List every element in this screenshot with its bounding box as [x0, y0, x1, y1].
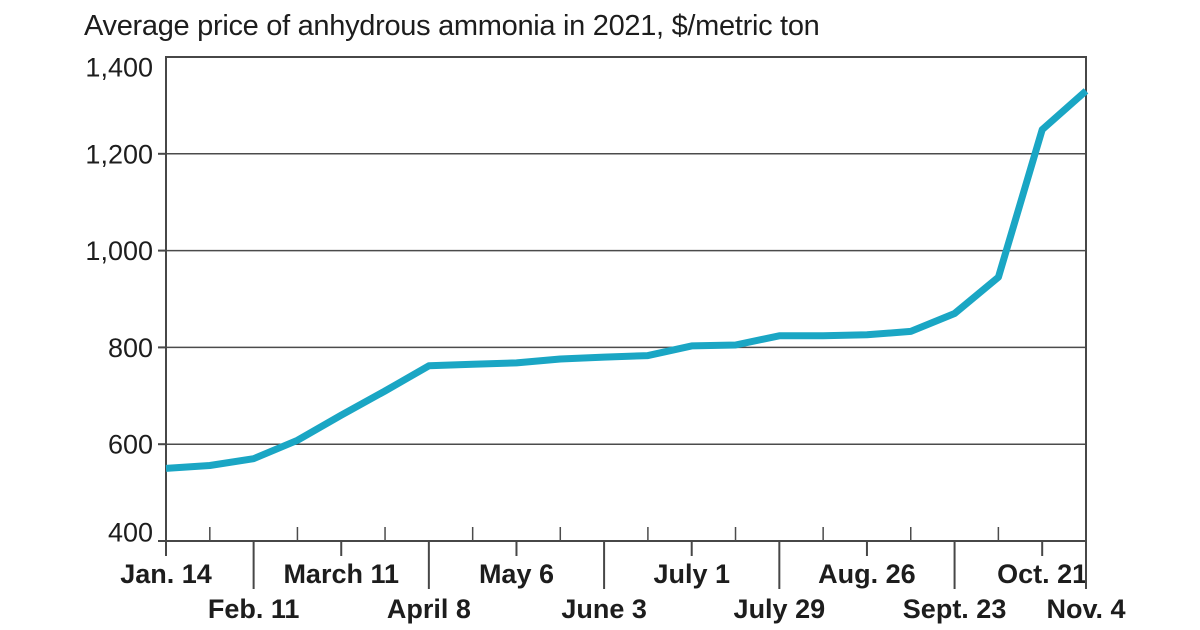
- x-tick-label-sept-23: Sept. 23: [903, 594, 1007, 624]
- y-tick-label-400: 400: [108, 518, 153, 548]
- y-tick-label-600: 600: [108, 430, 153, 460]
- plot-border: [165, 56, 1087, 542]
- x-tick-label-feb-11: Feb. 11: [208, 594, 300, 624]
- x-tick-label-april-8: April 8: [387, 594, 471, 624]
- x-tick-label-july-29: July 29: [734, 594, 826, 624]
- price-line: [165, 88, 1089, 472]
- x-tick-label-may-6: May 6: [479, 559, 554, 589]
- chart-title: Average price of anhydrous ammonia in 20…: [84, 10, 820, 42]
- x-tick-label-nov-4: Nov. 4: [1046, 594, 1125, 624]
- x-tick-label-aug-26: Aug. 26: [818, 559, 916, 589]
- x-tick-label-oct-21: Oct. 21: [997, 559, 1087, 589]
- x-tick-label-march-11: March 11: [283, 559, 399, 589]
- x-tick-label-june-3: June 3: [561, 594, 647, 624]
- y-tick-label-1200: 1,200: [85, 139, 153, 169]
- y-tick-label-1000: 1,000: [85, 236, 153, 266]
- x-tick-label-july-1: July 1: [653, 559, 730, 589]
- y-tick-label-800: 800: [108, 333, 153, 363]
- x-tick-label-jan-14: Jan. 14: [120, 559, 212, 589]
- y-tick-label-1400: 1,400: [85, 53, 153, 83]
